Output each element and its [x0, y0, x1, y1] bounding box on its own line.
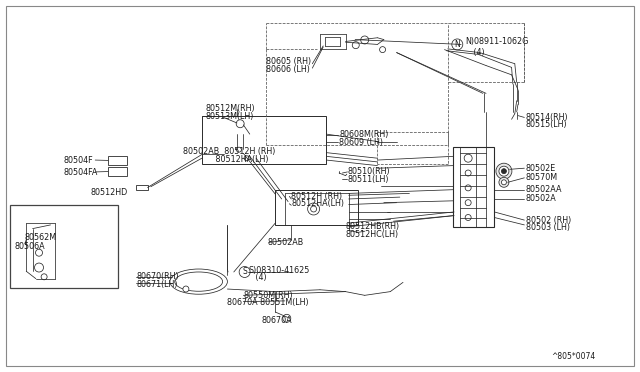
Text: 80514(RH): 80514(RH)	[525, 113, 568, 122]
Text: 80512HB(RH): 80512HB(RH)	[346, 222, 399, 231]
Text: 80671(LH): 80671(LH)	[136, 280, 177, 289]
Circle shape	[352, 42, 359, 49]
Circle shape	[499, 166, 509, 176]
Text: 80512M(RH): 80512M(RH)	[205, 105, 255, 113]
Text: 80502AB  80512H (RH): 80502AB 80512H (RH)	[182, 147, 275, 156]
Text: 80502 (RH): 80502 (RH)	[525, 216, 571, 225]
Text: 80504F: 80504F	[63, 155, 93, 164]
Circle shape	[499, 177, 509, 187]
Circle shape	[361, 36, 369, 44]
Circle shape	[310, 206, 317, 212]
Circle shape	[496, 163, 512, 179]
Text: 80512HC(LH): 80512HC(LH)	[346, 230, 399, 239]
Text: 80502AB: 80502AB	[268, 238, 304, 247]
Circle shape	[308, 203, 319, 215]
Text: 80670A 80551M(LH): 80670A 80551M(LH)	[227, 298, 309, 307]
Text: S)08310-41625: S)08310-41625	[248, 266, 310, 275]
Circle shape	[236, 120, 244, 128]
Circle shape	[236, 147, 241, 152]
Text: 80512H (RH): 80512H (RH)	[291, 192, 342, 201]
Text: S: S	[243, 267, 247, 276]
Circle shape	[380, 46, 385, 52]
Text: 80608M(RH): 80608M(RH)	[339, 130, 388, 140]
Circle shape	[283, 314, 291, 322]
Text: N)08911-1062G
   (4): N)08911-1062G (4)	[466, 37, 529, 57]
Circle shape	[244, 156, 249, 161]
Circle shape	[465, 215, 471, 221]
Text: 80670(RH): 80670(RH)	[136, 272, 179, 281]
Circle shape	[465, 170, 471, 176]
Circle shape	[501, 180, 506, 185]
Circle shape	[35, 249, 42, 256]
Text: 80502AA: 80502AA	[525, 185, 562, 194]
Text: 80504FA: 80504FA	[63, 168, 98, 177]
Bar	[136, 185, 148, 190]
Text: 80502E: 80502E	[525, 164, 556, 173]
Text: 80670A: 80670A	[261, 316, 292, 325]
Text: N: N	[454, 40, 460, 49]
Text: 80513M(LH): 80513M(LH)	[205, 112, 253, 121]
Text: 80515(LH): 80515(LH)	[525, 121, 567, 129]
Text: 80506A: 80506A	[15, 241, 45, 250]
Text: 80562M: 80562M	[25, 232, 57, 242]
Text: 80605 (RH): 80605 (RH)	[266, 57, 311, 66]
Circle shape	[464, 154, 472, 162]
Circle shape	[35, 263, 44, 272]
Circle shape	[452, 39, 463, 50]
Text: 80503 (LH): 80503 (LH)	[525, 223, 570, 232]
Circle shape	[183, 286, 189, 292]
Bar	[453, 147, 494, 227]
Circle shape	[239, 266, 250, 278]
Text: 80512HD: 80512HD	[90, 188, 127, 197]
Text: 80512HA(LH): 80512HA(LH)	[182, 155, 268, 164]
Text: 80511(LH): 80511(LH)	[348, 175, 389, 184]
Bar	[275, 190, 358, 225]
Text: 80502A: 80502A	[525, 195, 556, 203]
Text: 80609 (LH): 80609 (LH)	[339, 138, 383, 147]
Circle shape	[465, 185, 471, 191]
Bar	[108, 167, 127, 176]
Text: (4): (4)	[248, 273, 267, 282]
Text: 80510(RH): 80510(RH)	[348, 167, 390, 176]
Circle shape	[41, 274, 47, 280]
Text: 80512HA(LH): 80512HA(LH)	[291, 199, 344, 208]
Circle shape	[465, 200, 471, 206]
Text: 80550M(RH): 80550M(RH)	[243, 291, 293, 300]
Circle shape	[501, 169, 506, 174]
Text: 80606 (LH): 80606 (LH)	[266, 65, 310, 74]
Bar	[10, 205, 118, 288]
Text: 80570M: 80570M	[525, 173, 557, 182]
Bar	[202, 116, 326, 164]
Bar	[108, 156, 127, 164]
Text: ^805*0074: ^805*0074	[551, 352, 595, 361]
